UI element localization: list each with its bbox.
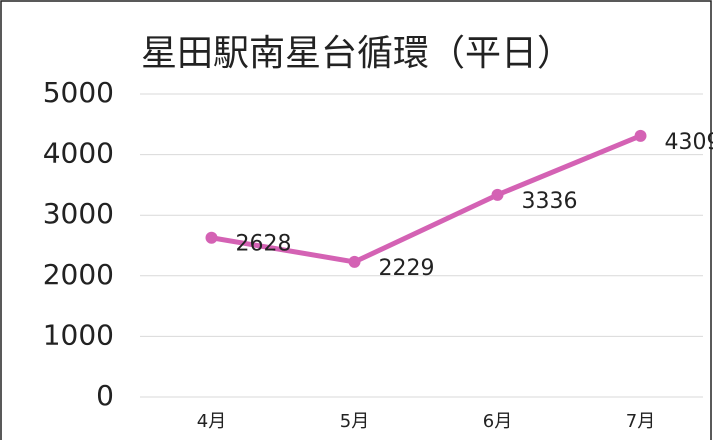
chart-title: 星田駅南星台循環（平日） [141,33,573,74]
data-label: 2628 [236,232,292,257]
data-label: 4309 [665,130,713,155]
y-tick-label: 0 [96,379,114,412]
data-label: 3336 [522,189,578,214]
x-tick-label: 4月 [197,411,226,432]
point [348,255,361,268]
y-tick-label: 2000 [43,258,114,291]
x-tick-label: 5月 [340,411,369,432]
data-label: 2229 [379,256,435,281]
y-tick-label: 1000 [43,318,114,351]
y-tick-label: 3000 [43,197,114,230]
y-tick-label: 4000 [43,137,114,170]
point [205,231,218,244]
y-tick-label: 5000 [43,76,114,109]
x-tick-label: 7月 [626,411,655,432]
point [634,129,647,142]
line [211,133,642,265]
x-tick-label: 6月 [483,411,512,432]
point [491,188,504,201]
